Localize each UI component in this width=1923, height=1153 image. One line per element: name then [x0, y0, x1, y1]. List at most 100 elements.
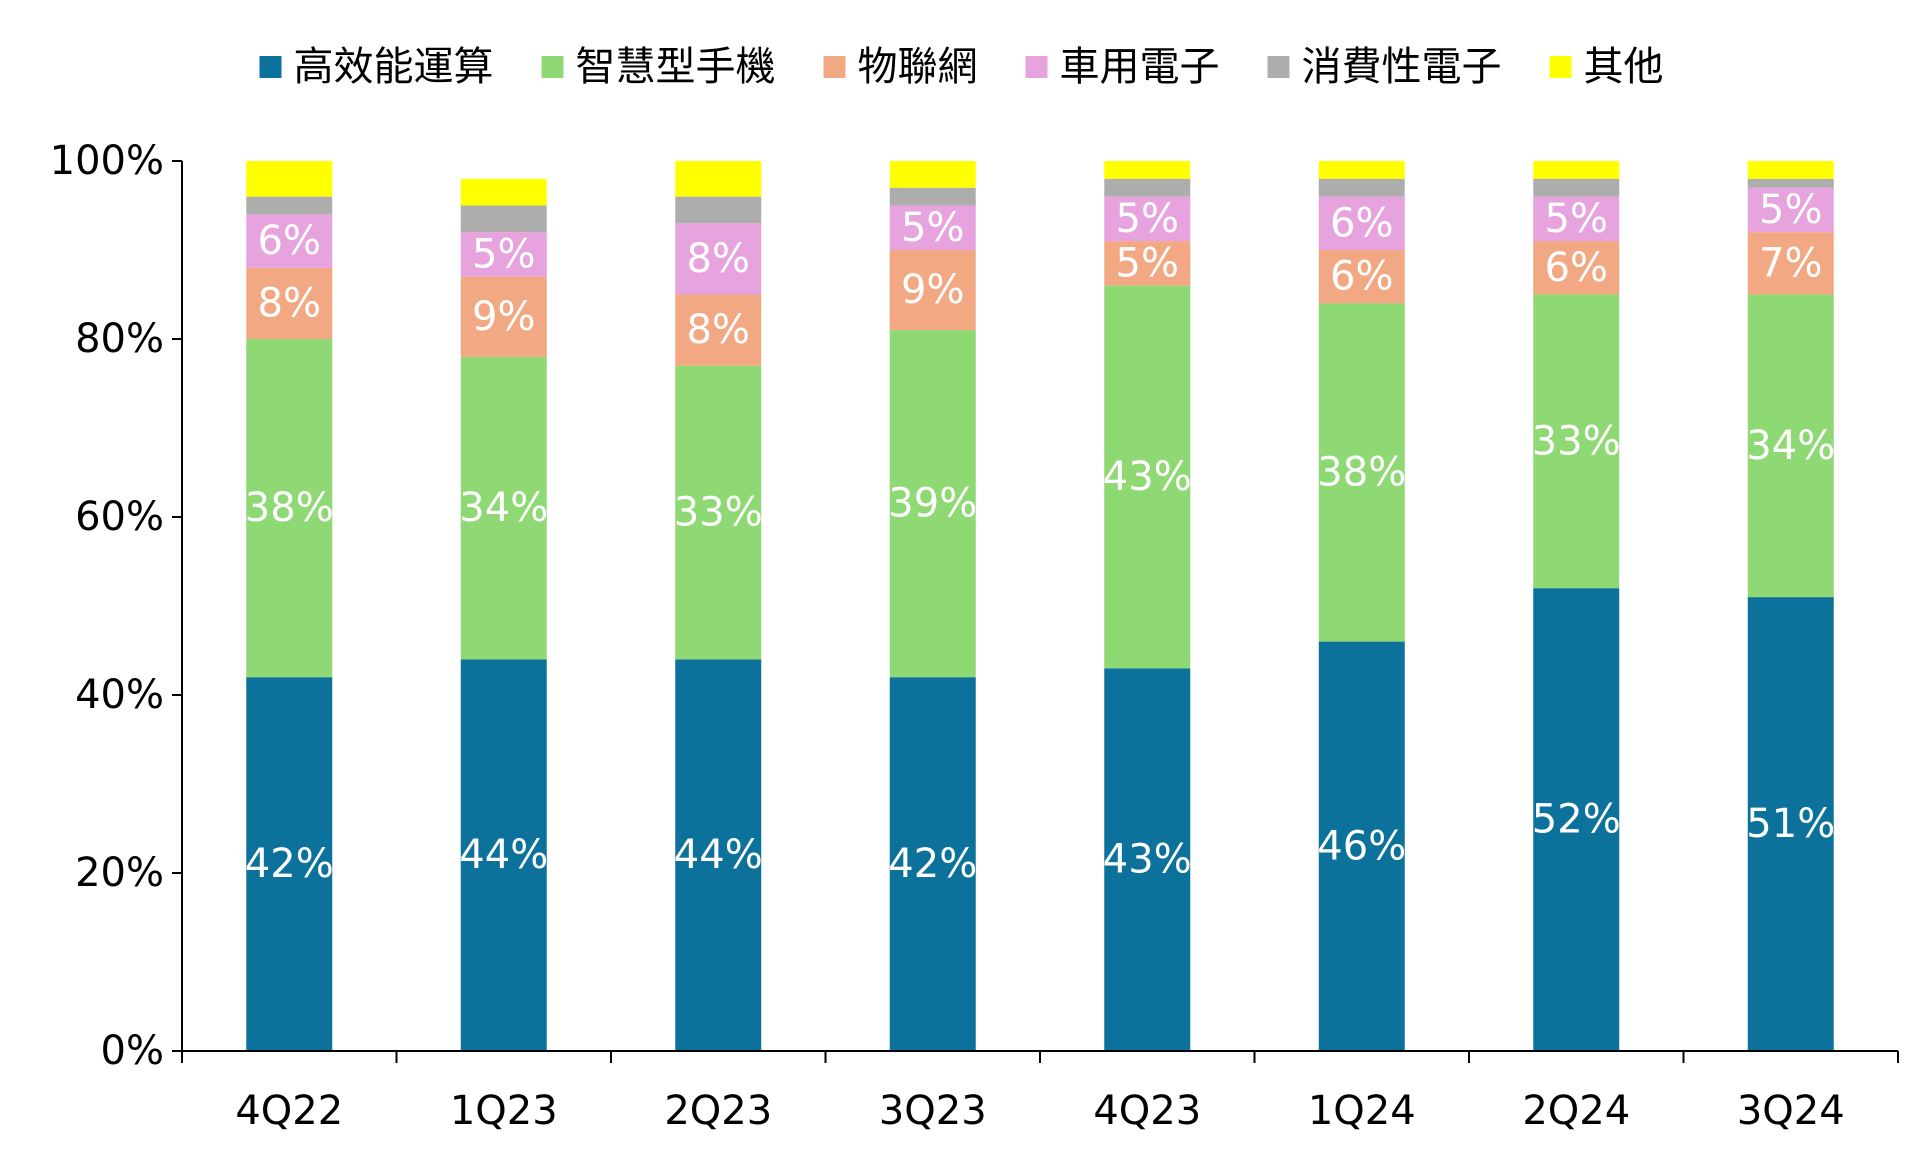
legend-item: 智慧型手機 [541, 44, 776, 90]
bar-segment-2Q23-0 [675, 659, 762, 1051]
bar-segment-1Q24-3 [1318, 196, 1405, 250]
x-tick-label: 4Q23 [1093, 1088, 1201, 1134]
data-label-3Q24-1: 34% [1746, 423, 1835, 469]
bar-segment-4Q23-5 [1104, 161, 1191, 179]
bar-segment-1Q24-1 [1318, 303, 1405, 642]
legend-label: 消費性電子 [1302, 44, 1502, 90]
bar-segment-1Q23-3 [460, 232, 547, 277]
axes: 0% 20% 40% 60% 80% 100% 4Q22 1Q23 2Q23 3Q23 4Q23 1Q… [50, 138, 1899, 1134]
bar-segment-3Q23-5 [889, 161, 976, 188]
bar-segment-3Q24-3 [1747, 187, 1834, 233]
bar-segment-3Q24-0 [1747, 597, 1834, 1051]
bar-segment-1Q23-1 [460, 356, 547, 660]
data-label-4Q22-2: 8% [258, 280, 321, 326]
bar-segment-3Q24-2 [1747, 232, 1834, 295]
bar-segment-3Q23-1 [889, 330, 976, 678]
data-label-4Q22-0: 42% [245, 841, 334, 887]
bar-segment-2Q24-0 [1533, 588, 1620, 1051]
legend-swatch [1025, 56, 1048, 78]
y-tick-label: 40% [75, 672, 164, 718]
data-label-1Q23-3: 5% [472, 231, 535, 277]
bar-segment-2Q23-3 [675, 223, 762, 295]
data-label-3Q23-1: 39% [888, 481, 977, 527]
legend-swatch [259, 56, 282, 78]
y-tick-label: 60% [75, 494, 164, 540]
data-label-4Q23-3: 5% [1116, 196, 1179, 242]
data-label-2Q23-3: 8% [687, 236, 750, 282]
bar-segment-4Q23-3 [1104, 196, 1191, 242]
bar-data-labels: 42% 38% 8% 6% 44% 34% 9% 5% 44% 33% 8% 8% 42% 39% 9% 5%… [245, 187, 1835, 887]
bar-segment-4Q22-3 [246, 214, 333, 268]
data-label-3Q23-0: 42% [888, 841, 977, 887]
data-label-1Q23-0: 44% [459, 832, 548, 878]
data-label-2Q24-0: 52% [1532, 797, 1621, 843]
data-label-3Q23-3: 5% [901, 205, 964, 251]
bar-segment-1Q23-4 [460, 205, 547, 233]
data-label-4Q23-0: 43% [1103, 837, 1192, 883]
y-tick-label: 20% [75, 850, 164, 896]
x-tick-label: 2Q23 [664, 1088, 772, 1134]
legend-label: 高效能運算 [294, 44, 494, 90]
data-label-1Q24-0: 46% [1317, 823, 1406, 869]
bar-segment-4Q23-2 [1104, 241, 1191, 286]
data-label-2Q23-1: 33% [674, 490, 763, 536]
legend-label: 其他 [1584, 44, 1664, 90]
data-label-2Q23-2: 8% [687, 307, 750, 353]
legend-swatch [541, 56, 564, 78]
data-label-1Q24-3: 6% [1330, 200, 1393, 246]
legend: 高效能運算 智慧型手機 物聯網 車用電子 消費性電子 其他 [259, 44, 1664, 90]
legend-item: 消費性電子 [1267, 44, 1502, 90]
x-tick-label: 1Q23 [450, 1088, 558, 1134]
bar-segment-3Q23-4 [889, 187, 976, 206]
bar-segment-2Q24-1 [1533, 294, 1620, 589]
bar-segment-2Q24-3 [1533, 196, 1620, 242]
bar-segment-3Q24-1 [1747, 294, 1834, 598]
legend-swatch [823, 56, 846, 78]
x-tick-label: 3Q24 [1737, 1088, 1845, 1134]
legend-label: 物聯網 [858, 44, 978, 90]
x-tick-label: 1Q24 [1308, 1088, 1416, 1134]
legend-item: 物聯網 [823, 44, 978, 90]
bar-segment-4Q22-2 [246, 267, 333, 339]
x-tick-label: 4Q22 [235, 1088, 343, 1134]
legend-item: 高效能運算 [259, 44, 494, 90]
data-label-2Q23-0: 44% [674, 832, 763, 878]
data-label-4Q23-1: 43% [1103, 454, 1192, 500]
data-label-1Q23-2: 9% [472, 294, 535, 340]
bar-segment-1Q23-0 [460, 659, 547, 1051]
x-tick-label: 3Q23 [879, 1088, 987, 1134]
bar-segment-1Q24-2 [1318, 250, 1405, 304]
data-label-1Q24-2: 6% [1330, 254, 1393, 300]
bar-segment-1Q24-4 [1318, 178, 1405, 197]
bar-segment-2Q23-4 [675, 196, 762, 224]
legend-item: 車用電子 [1025, 44, 1220, 90]
bar-segment-2Q24-2 [1533, 241, 1620, 295]
bar-segment-3Q24-4 [1747, 178, 1834, 188]
bar-segment-4Q23-1 [1104, 285, 1191, 669]
legend-swatch [1549, 56, 1572, 78]
bar-segment-3Q24-5 [1747, 161, 1834, 179]
bar-segment-1Q24-5 [1318, 161, 1405, 179]
bar-segment-3Q23-3 [889, 205, 976, 250]
bar-segment-4Q22-0 [246, 677, 333, 1051]
data-label-4Q22-3: 6% [258, 218, 321, 264]
bar-segment-4Q23-4 [1104, 178, 1191, 197]
bar-segment-4Q22-5 [246, 161, 333, 197]
data-label-3Q24-3: 5% [1759, 187, 1822, 233]
bar-segment-2Q24-5 [1533, 161, 1620, 179]
bar-segment-4Q23-0 [1104, 668, 1191, 1051]
bar-segment-2Q23-5 [675, 161, 762, 197]
y-tick-label: 80% [75, 316, 164, 362]
bar-segment-4Q22-1 [246, 339, 333, 678]
data-label-3Q24-2: 7% [1759, 240, 1822, 286]
bar-segment-3Q23-2 [889, 250, 976, 331]
legend-swatch [1267, 56, 1290, 78]
data-label-1Q24-1: 38% [1317, 450, 1406, 496]
bar-segment-1Q23-5 [460, 178, 547, 206]
data-label-3Q23-2: 9% [901, 267, 964, 313]
data-label-3Q24-0: 51% [1746, 801, 1835, 847]
data-label-2Q24-1: 33% [1532, 418, 1621, 464]
bar-segment-2Q23-2 [675, 294, 762, 366]
legend-item: 其他 [1549, 44, 1664, 90]
